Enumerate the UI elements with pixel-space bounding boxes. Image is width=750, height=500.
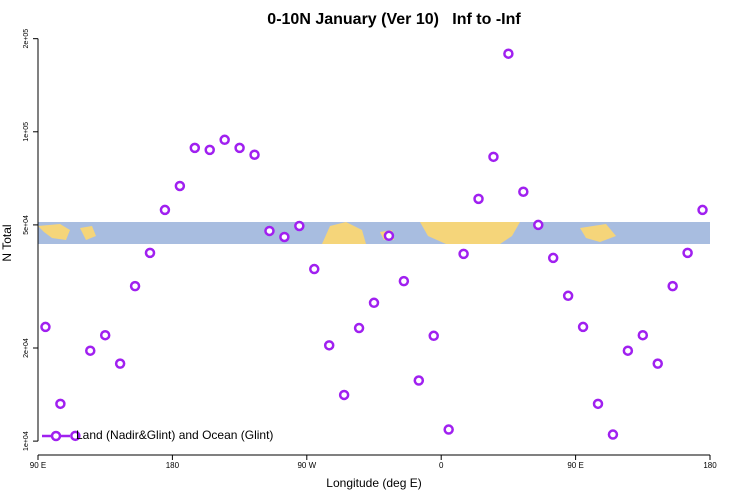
point xyxy=(652,358,663,369)
point xyxy=(219,134,230,146)
point xyxy=(264,225,275,237)
point xyxy=(323,340,335,351)
point xyxy=(338,389,350,401)
y-axis-label: N Total xyxy=(0,224,14,261)
x-tick-label: 90 E xyxy=(30,461,46,470)
x-tick-label: 0 xyxy=(439,461,444,470)
point xyxy=(70,430,81,442)
point xyxy=(40,321,51,333)
point xyxy=(667,280,678,292)
y-tick-label: 2e+04 xyxy=(23,338,30,358)
point xyxy=(234,142,245,154)
point xyxy=(189,142,201,154)
point xyxy=(428,330,439,342)
point xyxy=(413,375,425,386)
map-strip xyxy=(38,222,710,244)
legend-item: Land (Nadir&Glint) and Ocean (Glint) xyxy=(42,428,273,442)
point xyxy=(204,144,215,156)
land xyxy=(580,224,616,242)
point xyxy=(592,398,604,410)
x-axis-label: Longitude (deg E) xyxy=(326,476,421,490)
chart-title: 0-10N January (Ver 10) Inf to -Inf xyxy=(267,11,521,28)
point xyxy=(547,252,559,264)
point xyxy=(279,231,290,243)
point xyxy=(353,322,365,334)
point xyxy=(398,275,410,287)
point xyxy=(114,358,126,369)
point xyxy=(294,220,305,232)
land xyxy=(80,226,96,240)
y-tick-label: 2e+05 xyxy=(23,29,30,49)
y-tick-label: 5e+04 xyxy=(23,215,30,235)
point xyxy=(129,280,141,292)
point xyxy=(473,193,484,205)
point xyxy=(488,151,499,163)
legend-marker xyxy=(50,430,62,442)
x-tick-label: 180 xyxy=(703,461,717,470)
land xyxy=(38,224,70,240)
land xyxy=(420,222,520,244)
point xyxy=(533,219,544,231)
point xyxy=(383,230,395,242)
x-tick-label: 90 E xyxy=(567,461,583,470)
point xyxy=(503,48,514,59)
point xyxy=(518,186,529,197)
point xyxy=(55,398,66,410)
point xyxy=(309,263,320,275)
point xyxy=(682,247,693,259)
series xyxy=(40,48,708,442)
point xyxy=(562,290,574,302)
land xyxy=(322,222,366,244)
point xyxy=(99,329,111,341)
x-tick-label: 90 W xyxy=(297,461,316,470)
point xyxy=(443,424,454,435)
point xyxy=(458,248,469,260)
point xyxy=(144,247,156,259)
point xyxy=(637,329,649,341)
point xyxy=(577,321,589,333)
y-tick-label: 1e+05 xyxy=(23,122,30,142)
point xyxy=(622,345,634,356)
x-tick-label: 180 xyxy=(166,461,180,470)
y-tick-label: 1e+04 xyxy=(23,431,30,451)
point xyxy=(368,297,380,309)
point xyxy=(174,180,186,192)
point xyxy=(85,345,96,356)
point xyxy=(697,204,708,216)
point xyxy=(159,204,171,216)
legend-label: Land (Nadir&Glint) and Ocean (Glint) xyxy=(76,428,273,442)
point xyxy=(249,149,260,160)
point xyxy=(607,429,619,440)
